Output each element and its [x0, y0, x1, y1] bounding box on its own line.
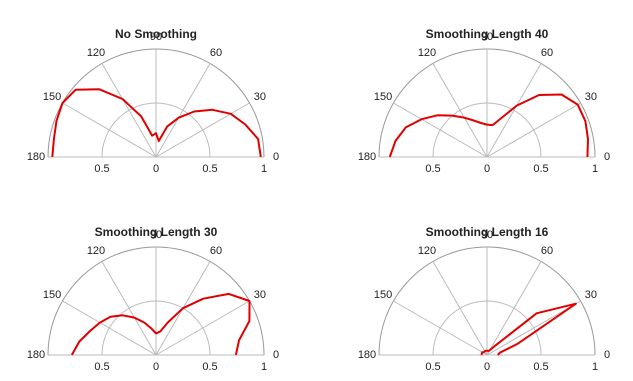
- theta-tick-label: 60: [210, 47, 222, 59]
- theta-tick-label: 150: [43, 289, 61, 301]
- theta-grid-line: [101, 63, 157, 158]
- theta-grid-line: [486, 300, 581, 356]
- theta-grid-line: [393, 300, 488, 356]
- theta-grid-line: [155, 102, 250, 158]
- r-tick-label: 0.5: [425, 163, 440, 175]
- theta-tick-label: 180: [358, 349, 376, 361]
- data-line: [51, 88, 262, 158]
- theta-grid-line: [155, 300, 250, 356]
- theta-tick-label: 90: [150, 229, 162, 241]
- theta-grid-line: [486, 63, 542, 158]
- r-tick-label: 0: [484, 163, 490, 175]
- theta-grid-line: [432, 261, 488, 356]
- theta-grid-line: [62, 102, 157, 158]
- data-line: [70, 292, 251, 356]
- theta-tick-label: 30: [585, 91, 597, 103]
- data-line: [480, 302, 577, 356]
- theta-tick-label: 120: [87, 245, 105, 257]
- chart-title: Smoothing Length 30: [95, 225, 218, 239]
- r-tick-label: 0.5: [94, 163, 109, 175]
- r-tick-label: 0.5: [202, 361, 217, 373]
- theta-tick-label: 30: [585, 289, 597, 301]
- r-tick-label: 0.5: [533, 163, 548, 175]
- r-tick-label: 0: [153, 361, 159, 373]
- theta-tick-label: 120: [87, 47, 105, 59]
- theta-grid-line: [432, 63, 488, 158]
- r-tick-label: 0: [484, 361, 490, 373]
- theta-tick-label: 90: [481, 31, 493, 43]
- r-tick-label: 1: [261, 361, 267, 373]
- theta-grid-line: [393, 102, 488, 158]
- theta-tick-label: 180: [27, 151, 45, 163]
- theta-tick-label: 120: [418, 245, 436, 257]
- r-tick-label: 1: [592, 163, 598, 175]
- chart-title: Smoothing Length 16: [426, 225, 549, 239]
- theta-tick-label: 180: [27, 349, 45, 361]
- theta-tick-label: 0: [604, 151, 610, 163]
- theta-grid-line: [486, 102, 581, 158]
- theta-tick-label: 120: [418, 47, 436, 59]
- theta-tick-label: 150: [43, 91, 61, 103]
- theta-grid-line: [62, 300, 157, 356]
- theta-tick-label: 60: [541, 47, 553, 59]
- r-tick-label: 0: [153, 163, 159, 175]
- theta-tick-label: 30: [254, 91, 266, 103]
- chart-title: No Smoothing: [115, 27, 197, 41]
- data-line: [388, 93, 589, 158]
- theta-tick-label: 0: [273, 151, 279, 163]
- theta-grid-line: [155, 63, 211, 158]
- r-tick-label: 0.5: [425, 361, 440, 373]
- theta-tick-label: 0: [273, 349, 279, 361]
- r-tick-label: 1: [592, 361, 598, 373]
- theta-tick-label: 180: [358, 151, 376, 163]
- theta-grid-line: [101, 261, 157, 356]
- theta-tick-label: 90: [481, 229, 493, 241]
- theta-tick-label: 90: [150, 31, 162, 43]
- theta-tick-label: 0: [604, 349, 610, 361]
- theta-tick-label: 60: [541, 245, 553, 257]
- r-tick-label: 1: [261, 163, 267, 175]
- r-tick-label: 0.5: [533, 361, 548, 373]
- theta-tick-label: 60: [210, 245, 222, 257]
- theta-tick-label: 150: [374, 289, 392, 301]
- chart-title: Smoothing Length 40: [426, 27, 549, 41]
- theta-tick-label: 30: [254, 289, 266, 301]
- r-tick-label: 0.5: [202, 163, 217, 175]
- theta-grid-line: [486, 261, 542, 356]
- theta-tick-label: 150: [374, 91, 392, 103]
- r-tick-label: 0.5: [94, 361, 109, 373]
